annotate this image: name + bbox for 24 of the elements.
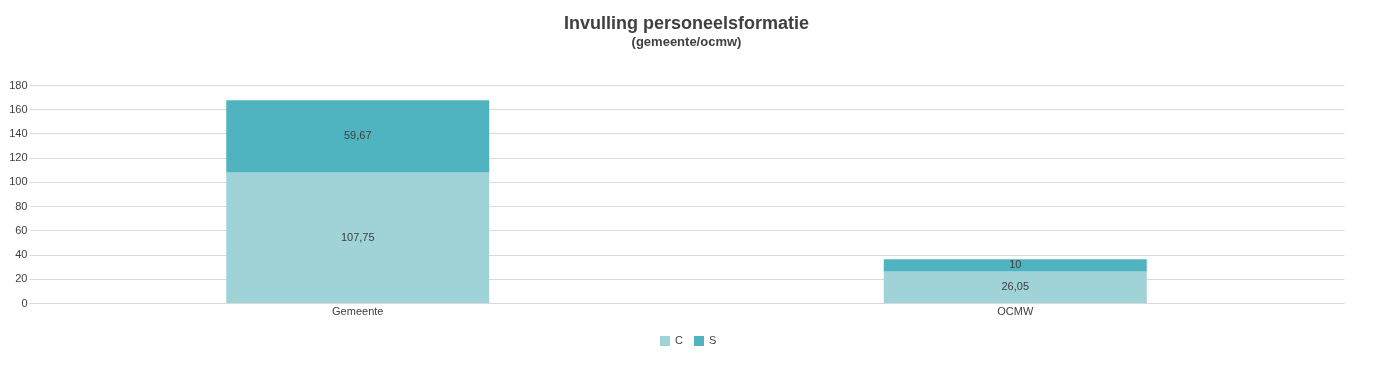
x-tick-label: Gemeente (332, 304, 384, 317)
data-label: 107,75 (340, 230, 375, 243)
bar (226, 172, 490, 303)
legend-label: C (675, 334, 683, 346)
y-tick-label: 60 (15, 223, 28, 236)
bar (226, 100, 490, 173)
y-tick-label: 0 (21, 296, 28, 309)
y-tick-label: 160 (9, 102, 28, 115)
data-label: 10 (1009, 258, 1022, 271)
y-tick-label: 140 (9, 126, 28, 139)
y-tick-label: 20 (15, 272, 28, 285)
y-tick-label: 40 (15, 248, 28, 261)
y-tick-label: 100 (9, 175, 28, 188)
bar (883, 271, 1147, 303)
x-tick-label: OCMW (997, 304, 1034, 317)
data-label: 26,05 (1001, 280, 1030, 293)
y-tick-label: 80 (15, 199, 28, 212)
chart-subtitle: (gemeente/ocmw) (631, 34, 742, 49)
chart-title: Invulling personeelsformatie (563, 13, 810, 33)
data-label: 59,67 (343, 129, 372, 142)
y-tick-label: 120 (9, 151, 28, 164)
legend-label: S (709, 334, 717, 346)
bar (883, 259, 1147, 272)
y-tick-label: 180 (9, 78, 28, 91)
